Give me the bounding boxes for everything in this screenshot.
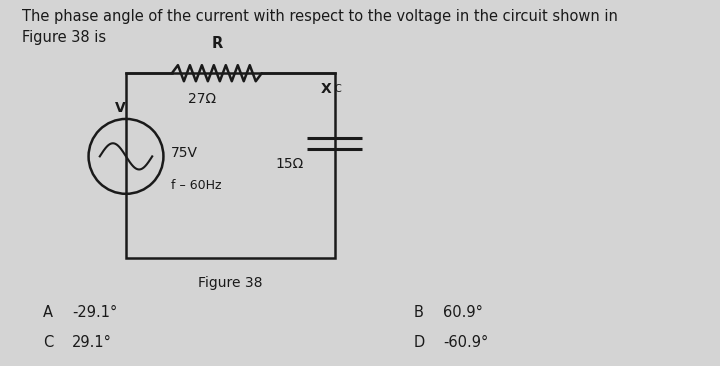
Text: V: V [114, 101, 125, 115]
Text: R: R [211, 36, 222, 51]
Text: The phase angle of the current with respect to the voltage in the circuit shown : The phase angle of the current with resp… [22, 9, 618, 45]
Bar [126, 73, 335, 258]
Text: X: X [320, 82, 331, 97]
Text: 75V: 75V [171, 146, 197, 160]
Text: 15Ω: 15Ω [276, 157, 304, 171]
Text: D: D [414, 335, 426, 350]
Text: C: C [43, 335, 53, 350]
Text: B: B [414, 306, 424, 320]
Text: C: C [335, 84, 341, 94]
Text: Figure 38: Figure 38 [198, 276, 263, 290]
Text: 60.9°: 60.9° [443, 306, 482, 320]
Text: -60.9°: -60.9° [443, 335, 488, 350]
Text: 27Ω: 27Ω [189, 92, 217, 106]
Text: f – 60Hz: f – 60Hz [171, 179, 221, 192]
Text: 29.1°: 29.1° [72, 335, 112, 350]
Text: A: A [43, 306, 53, 320]
Text: -29.1°: -29.1° [72, 306, 117, 320]
